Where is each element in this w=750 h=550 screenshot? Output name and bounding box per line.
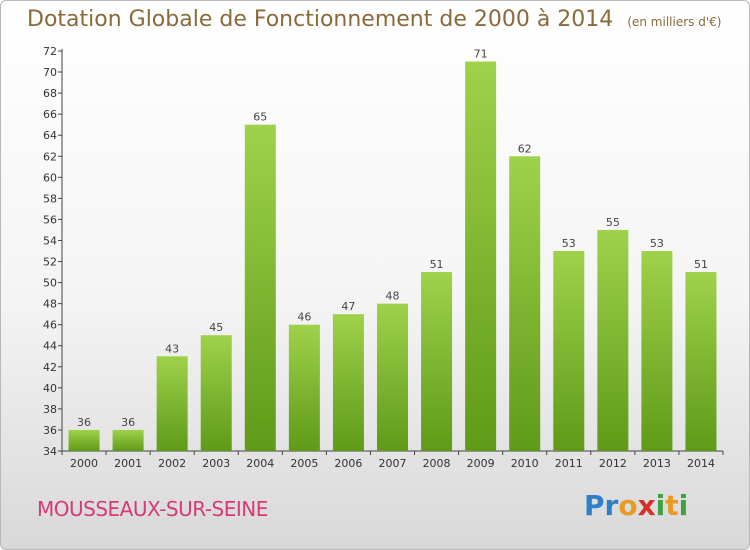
x-tick-label: 2006 [334,457,362,470]
data-label: 48 [386,290,400,303]
y-tick-label: 54 [43,234,57,247]
commune-name: MOUSSEAUX-SUR-SEINE [37,497,268,521]
x-tick-label: 2004 [246,457,274,470]
bar [377,303,408,451]
x-tick-label: 2009 [467,457,495,470]
y-tick-label: 40 [43,382,57,395]
y-tick-label: 38 [43,403,57,416]
bar [553,251,585,451]
y-tick-label: 50 [43,277,57,290]
bar [112,429,144,451]
data-label: 36 [77,416,91,429]
y-tick-label: 52 [43,256,57,269]
data-label: 43 [165,342,179,355]
x-tick-label: 2010 [511,457,539,470]
data-label: 53 [562,237,576,250]
y-tick-label: 36 [43,424,57,437]
data-label: 51 [694,258,708,271]
y-tick-label: 34 [43,445,57,458]
data-label: 71 [474,48,488,61]
data-label: 65 [253,111,267,124]
bar [421,272,453,451]
x-tick-label: 2002 [158,457,186,470]
bar [597,229,629,451]
y-tick-label: 60 [43,171,57,184]
bar [288,324,320,451]
y-tick-label: 66 [43,108,57,121]
bar [465,61,497,452]
x-tick-label: 2011 [555,457,583,470]
x-tick-label: 2003 [202,457,230,470]
brand-letter: o [618,489,638,522]
x-tick-label: 2007 [379,457,407,470]
brand-letter: P [584,489,605,522]
chart-title: Dotation Globale de Fonctionnement de 20… [27,7,614,32]
data-label: 47 [341,300,355,313]
y-tick-label: 46 [43,319,57,332]
y-tick-label: 72 [43,45,57,58]
bar [200,335,232,451]
brand-letter: x [637,489,656,522]
x-tick-label: 2001 [114,457,142,470]
y-tick-label: 44 [43,340,57,353]
title-row: Dotation Globale de Fonctionnement de 20… [27,7,721,32]
brand-letter: t [665,489,679,522]
x-tick-label: 2000 [70,457,98,470]
y-tick-label: 56 [43,213,57,226]
bar [509,156,541,451]
data-label: 53 [650,237,664,250]
y-tick-label: 48 [43,298,57,311]
brand-letter: i [678,489,689,522]
y-tick-label: 62 [43,150,57,163]
axes: 34 36 38 40 42 44 46 48 50 52 54 56 58 60 62 64 66 68 70 72… [43,45,724,470]
brand-letter: i [655,489,666,522]
bar [685,272,717,451]
x-tick-label: 2005 [290,457,318,470]
bar [244,124,276,452]
data-label: 46 [297,311,311,324]
x-tick-label: 2014 [687,457,715,470]
bars [68,61,717,452]
x-tick-label: 2008 [423,457,451,470]
bar [156,356,188,451]
data-label: 62 [518,142,532,155]
brand-letter: r [604,489,619,522]
data-label: 36 [121,416,135,429]
data-label: 55 [606,216,620,229]
y-tick-label: 42 [43,361,57,374]
data-label: 51 [430,258,444,271]
chart-unit: (en milliers d'€) [627,15,722,29]
data-label: 45 [209,321,223,334]
x-tick-label: 2013 [643,457,671,470]
y-tick-label: 68 [43,87,57,100]
bar [68,429,100,451]
y-tick-label: 64 [43,129,57,142]
brand-logo: Proxiti [584,489,688,522]
y-tick-label: 70 [43,66,57,79]
bar [332,314,364,451]
x-tick-label: 2012 [599,457,627,470]
y-tick-label: 58 [43,192,57,205]
data-labels: 36 36 43 45 65 46 47 48 51 71 62 53 55 53 51 [77,48,708,429]
bar [641,251,673,451]
